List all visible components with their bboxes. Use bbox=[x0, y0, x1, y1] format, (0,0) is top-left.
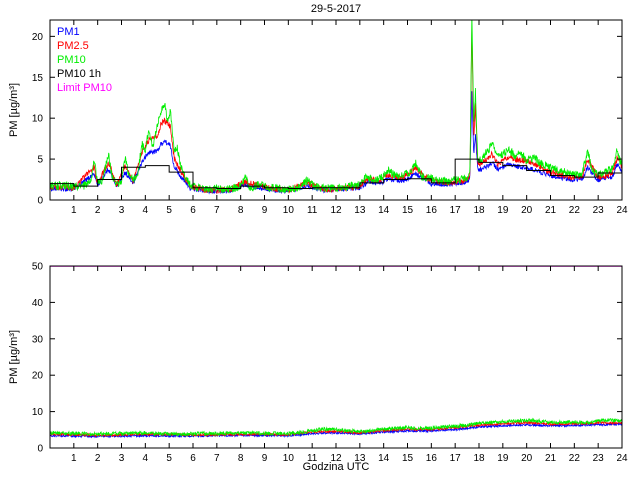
x-tick-label: 21 bbox=[545, 205, 557, 216]
legend-entry-pm10-1h: PM10 1h bbox=[57, 68, 102, 80]
x-tick-label: 4 bbox=[143, 205, 149, 216]
series-pm10-1h bbox=[50, 158, 622, 190]
legend-entry-pm1: PM1 bbox=[57, 26, 80, 38]
x-tick-label: 10 bbox=[283, 453, 295, 464]
x-tick-label: 2 bbox=[95, 453, 101, 464]
y-tick-label: 30 bbox=[32, 334, 44, 345]
series-pm10 bbox=[50, 417, 622, 438]
x-tick-label: 24 bbox=[616, 453, 628, 464]
x-tick-label: 17 bbox=[450, 205, 462, 216]
x-tick-label: 7 bbox=[214, 205, 220, 216]
y-tick-label: 10 bbox=[32, 114, 44, 125]
series-group bbox=[50, 266, 622, 439]
x-tick-label: 16 bbox=[426, 453, 438, 464]
y-axis-label-top: PM [µg/m³] bbox=[8, 82, 20, 138]
x-tick-label: 5 bbox=[166, 453, 172, 464]
y-tick-label: 20 bbox=[32, 371, 44, 382]
x-tick-label: 15 bbox=[402, 205, 414, 216]
x-tick-label: 4 bbox=[143, 453, 149, 464]
x-tick-label: 18 bbox=[473, 453, 485, 464]
y-tick-label: 15 bbox=[32, 73, 44, 84]
x-tick-label: 13 bbox=[354, 205, 366, 216]
x-tick-label: 1 bbox=[71, 453, 77, 464]
x-tick-label: 22 bbox=[569, 205, 581, 216]
x-tick-label: 15 bbox=[402, 453, 414, 464]
x-tick-label: 2 bbox=[95, 205, 101, 216]
x-axis-label: Godzina UTC bbox=[302, 461, 370, 473]
y-axis-label-bottom: PM [µg/m³] bbox=[8, 329, 20, 385]
x-tick-label: 11 bbox=[307, 205, 318, 216]
legend-entry-pm10: PM10 bbox=[57, 54, 86, 66]
x-tick-label: 11 bbox=[307, 453, 318, 464]
x-tick-label: 20 bbox=[521, 453, 533, 464]
x-tick-label: 10 bbox=[283, 205, 295, 216]
x-tick-label: 1 bbox=[71, 205, 77, 216]
legend-entry-limit-pm10: Limit PM10 bbox=[57, 82, 113, 94]
x-tick-label: 23 bbox=[593, 453, 605, 464]
x-tick-label: 24 bbox=[616, 205, 628, 216]
x-tick-label: 12 bbox=[330, 453, 342, 464]
x-tick-label: 20 bbox=[521, 205, 533, 216]
x-tick-label: 22 bbox=[569, 453, 581, 464]
y-tick-label: 5 bbox=[37, 155, 43, 166]
x-tick-label: 19 bbox=[497, 453, 509, 464]
x-tick-label: 19 bbox=[497, 205, 509, 216]
x-tick-label: 6 bbox=[190, 453, 196, 464]
x-tick-label: 21 bbox=[545, 453, 557, 464]
x-tick-label: 3 bbox=[119, 453, 125, 464]
y-tick-label: 20 bbox=[32, 32, 44, 43]
chart-title: 29-5-2017 bbox=[310, 3, 362, 15]
x-tick-label: 9 bbox=[262, 453, 268, 464]
y-tick-label: 0 bbox=[37, 196, 43, 207]
y-tick-label: 0 bbox=[37, 444, 43, 455]
legend-entry-pm25: PM2.5 bbox=[57, 40, 89, 52]
x-tick-label: 7 bbox=[214, 453, 220, 464]
x-tick-label: 8 bbox=[238, 205, 244, 216]
x-tick-label: 12 bbox=[330, 205, 342, 216]
x-tick-label: 14 bbox=[378, 205, 390, 216]
x-tick-label: 23 bbox=[593, 205, 605, 216]
series-group bbox=[50, 20, 622, 195]
x-tick-label: 3 bbox=[119, 205, 125, 216]
x-tick-label: 18 bbox=[473, 205, 485, 216]
y-tick-label: 40 bbox=[32, 298, 44, 309]
x-tick-label: 16 bbox=[426, 205, 438, 216]
y-tick-label: 10 bbox=[32, 407, 44, 418]
x-tick-label: 17 bbox=[450, 453, 462, 464]
series-pm2.5 bbox=[50, 29, 622, 195]
x-tick-label: 13 bbox=[354, 453, 366, 464]
x-tick-label: 9 bbox=[262, 205, 268, 216]
x-tick-label: 8 bbox=[238, 453, 244, 464]
series-pm1 bbox=[50, 422, 622, 439]
y-tick-label: 50 bbox=[32, 262, 44, 273]
x-tick-label: 5 bbox=[166, 205, 172, 216]
x-tick-label: 6 bbox=[190, 205, 196, 216]
x-tick-label: 14 bbox=[378, 453, 390, 464]
legend: PM1 PM2.5 PM10 PM10 1h Limit PM10 bbox=[57, 25, 112, 95]
